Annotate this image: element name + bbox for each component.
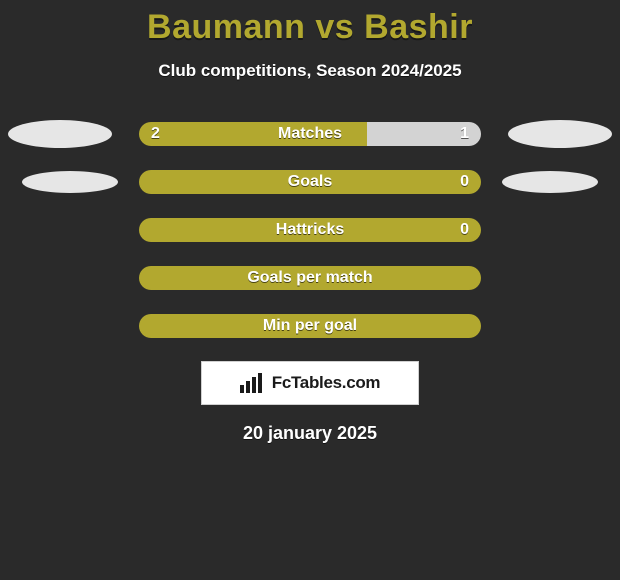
- stat-row-gpm: Goals per match: [0, 265, 620, 291]
- stat-row-goals: Goals 0: [0, 169, 620, 195]
- stat-label: Goals: [288, 170, 332, 194]
- brand-logo: FcTables.com: [201, 361, 419, 405]
- stat-label: Hattricks: [276, 218, 344, 242]
- player-badge-right: [508, 120, 612, 148]
- stat-row-hattricks: Hattricks 0: [0, 217, 620, 243]
- stat-row-mpg: Min per goal: [0, 313, 620, 339]
- comparison-card: Baumann vs Bashir Club competitions, Sea…: [0, 0, 620, 580]
- stat-value-right: 0: [460, 218, 469, 242]
- player-badge-right: [502, 171, 598, 193]
- stat-label: Min per goal: [263, 314, 357, 338]
- stat-value-right: 0: [460, 170, 469, 194]
- bar-track: Goals 0: [139, 170, 481, 194]
- brand-name: FcTables.com: [272, 373, 381, 393]
- bar-track: Min per goal: [139, 314, 481, 338]
- bar-track: 2 Matches 1: [139, 122, 481, 146]
- page-subtitle: Club competitions, Season 2024/2025: [0, 61, 620, 81]
- stat-label: Goals per match: [247, 266, 372, 290]
- bar-track: Hattricks 0: [139, 218, 481, 242]
- bar-track: Goals per match: [139, 266, 481, 290]
- player-badge-left: [8, 120, 112, 148]
- stat-label: Matches: [278, 122, 342, 146]
- page-title: Baumann vs Bashir: [0, 0, 620, 47]
- comparison-chart: 2 Matches 1 Goals 0 Hattr: [0, 121, 620, 339]
- bars-icon: [240, 373, 266, 393]
- stat-row-matches: 2 Matches 1: [0, 121, 620, 147]
- player-badge-left: [22, 171, 118, 193]
- generated-date: 20 january 2025: [0, 423, 620, 444]
- stat-value-left: 2: [151, 122, 160, 146]
- stat-value-right: 1: [460, 122, 469, 146]
